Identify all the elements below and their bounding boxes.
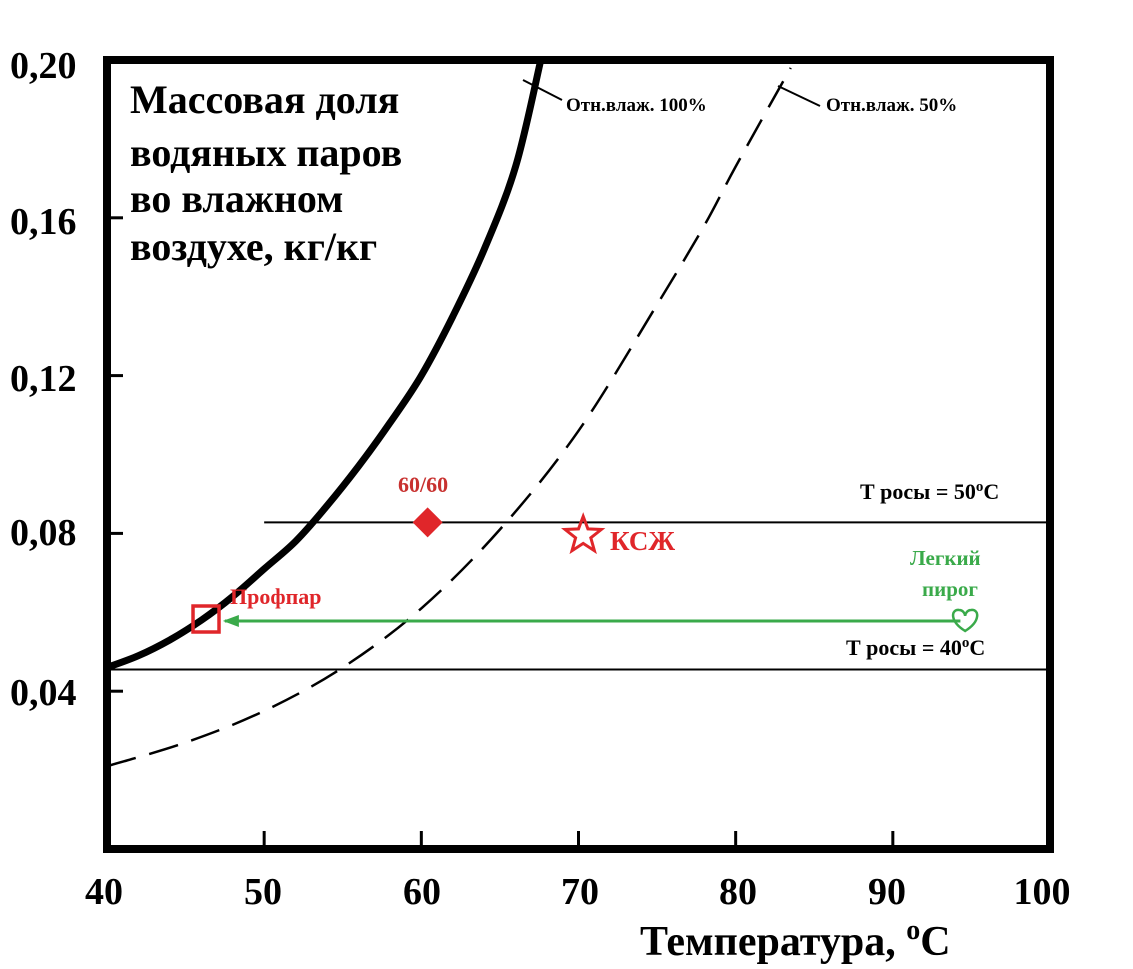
dew-point-50-label: Т росы = 50oC bbox=[860, 479, 999, 504]
x-tick-label: 70 bbox=[561, 871, 599, 913]
dew-point-40-label: Т росы = 40oC bbox=[846, 635, 985, 660]
series-label-rh-100: Отн.влаж. 100% bbox=[566, 95, 707, 116]
leader-line-rh-50 bbox=[777, 85, 821, 107]
series-line-rh-100 bbox=[103, 56, 545, 671]
point-60-60-label: 60/60 bbox=[398, 472, 448, 497]
series-line-rh-50 bbox=[106, 67, 792, 768]
y-tick-label: 0,16 bbox=[10, 201, 77, 243]
chart-title-line: воздухе, кг/кг bbox=[130, 224, 377, 269]
series-label-rh-50: Отн.влаж. 50% bbox=[826, 95, 957, 116]
point-light-pie-label: Легкий bbox=[910, 546, 981, 570]
point-light-pie-label: пирог bbox=[922, 577, 978, 601]
x-tick-label: 50 bbox=[244, 871, 282, 913]
y-tick-label: 0,20 bbox=[10, 45, 77, 87]
leader-line-rh-100 bbox=[522, 79, 563, 101]
x-tick-label: 40 bbox=[85, 871, 123, 913]
x-tick-label: 90 bbox=[868, 871, 906, 913]
y-tick-label: 0,04 bbox=[10, 672, 77, 714]
point-60-60-marker bbox=[412, 507, 443, 538]
point-ksj-label: КСЖ bbox=[610, 526, 675, 556]
chart-title-line: водяных паров bbox=[130, 130, 402, 175]
point-profpar-label: Профпар bbox=[230, 584, 321, 609]
point-ksj-marker bbox=[561, 512, 606, 555]
x-tick-label: 80 bbox=[719, 871, 757, 913]
x-tick-label: 100 bbox=[1014, 871, 1071, 913]
point-profpar-marker bbox=[191, 604, 221, 634]
x-axis-label: Температура, oC bbox=[640, 915, 951, 965]
chart-title-line: во влажном bbox=[130, 176, 343, 221]
x-tick-marks bbox=[262, 831, 895, 849]
y-tick-marks bbox=[107, 58, 123, 693]
x-tick-label: 60 bbox=[403, 871, 441, 913]
y-tick-label: 0,12 bbox=[10, 358, 77, 400]
chart-title-line: Массовая доля bbox=[130, 77, 399, 122]
point-light-pie-marker bbox=[951, 608, 979, 633]
y-tick-label: 0,08 bbox=[10, 512, 77, 554]
